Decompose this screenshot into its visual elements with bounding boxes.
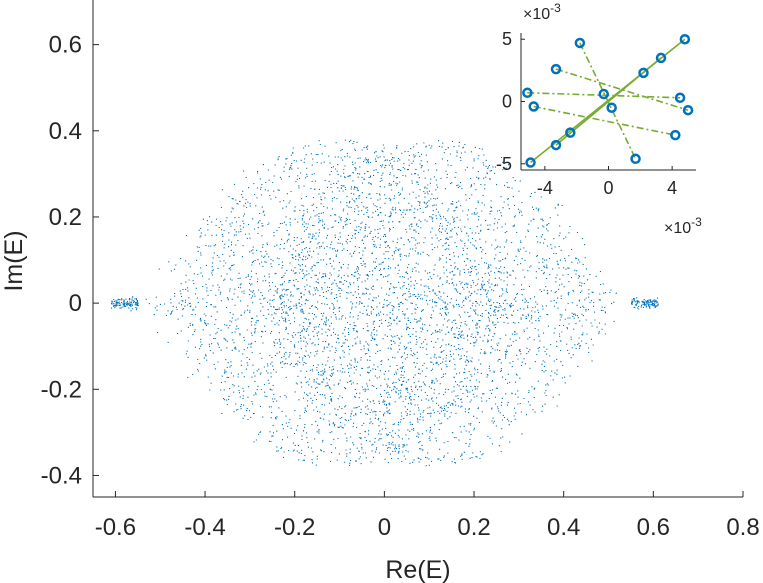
main-x-tick-label: -0.4	[184, 514, 225, 541]
main-y-tick-label: 0.6	[49, 32, 82, 59]
main-x-tick-label: 0	[378, 514, 391, 541]
inset-point	[682, 104, 694, 116]
inset-y-exponent: ×10-3	[523, 1, 561, 23]
inset-scatter-series	[522, 33, 694, 168]
main-scatter-series	[111, 139, 659, 467]
main-axes: -0.6 -0.4 -0.2 0 0.2 0.4 0.6 0.8 -0.4 -0.2 0 0.2 0.4…	[41, 0, 760, 541]
inset-point	[655, 52, 667, 64]
main-y-tick-label: 0	[69, 290, 82, 317]
inset-point	[565, 127, 576, 138]
inset-point	[598, 88, 609, 100]
main-y-axis-label: Im(E)	[0, 230, 28, 291]
main-y-tick-label: 0.4	[49, 118, 82, 145]
inset-x-tick-label: 4	[667, 178, 677, 198]
main-y-tick-label: -0.2	[41, 376, 82, 403]
inset-point	[670, 129, 681, 141]
main-x-tick-label: -0.6	[95, 514, 136, 541]
inset-point	[522, 87, 533, 99]
inset-point	[606, 102, 617, 113]
inset-x-tick-label: 0	[603, 178, 613, 198]
inset-segment	[579, 42, 637, 160]
inset-point	[550, 139, 562, 151]
inset-point	[630, 153, 641, 165]
inset-segment	[527, 91, 681, 99]
inset-y-tick-label: -5	[496, 154, 512, 174]
inset-segment	[533, 105, 676, 136]
inset-point	[574, 37, 586, 49]
inset-point	[550, 63, 562, 75]
eigenvalue-points	[111, 139, 659, 467]
main-x-tick-label: 0.8	[726, 514, 759, 541]
inset-x-tick-label: -4	[537, 178, 553, 198]
inset-point	[638, 67, 649, 79]
inset-point	[525, 157, 536, 168]
inset-point	[674, 92, 686, 104]
main-y-tick-label: 0.2	[49, 204, 82, 231]
main-x-tick-label: -0.2	[274, 514, 315, 541]
main-x-tick-label: 0.2	[457, 514, 490, 541]
inset-point	[679, 33, 691, 45]
inset-point	[528, 101, 539, 112]
inset-segment	[555, 68, 689, 111]
inset-y-tick-label: 0	[502, 92, 512, 112]
main-x-tick-label: 0.6	[637, 514, 670, 541]
main-x-tick-label: 0.4	[547, 514, 580, 541]
main-y-tick-label: -0.4	[41, 462, 82, 489]
inset-axes: -4 0 4 -5 0 5	[496, 29, 696, 198]
main-x-axis-label: Re(E)	[385, 556, 450, 583]
inset-y-tick-label: 5	[502, 29, 512, 49]
inset-x-exponent: ×10-3	[664, 215, 702, 237]
